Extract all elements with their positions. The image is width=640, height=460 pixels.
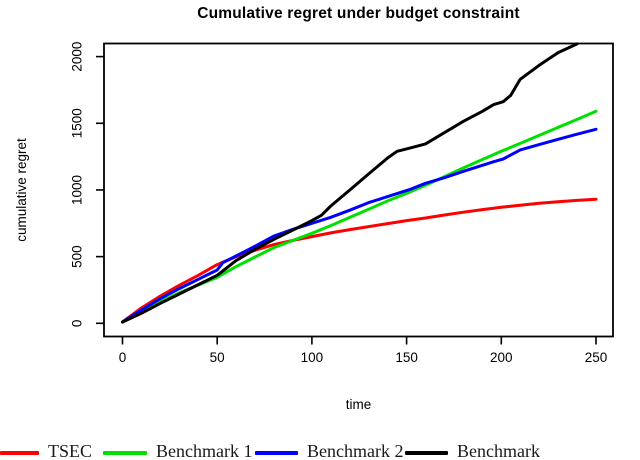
legend: TSEC Benchmark 1 Benchmark 2 Benchmark [0,435,640,460]
y-tick-label-0: 0 [70,320,85,328]
x-tick-label-250: 250 [585,350,608,365]
series-line-benchmark-2 [121,127,598,324]
y-tick-label-500: 500 [70,245,85,268]
legend-label-tsec: TSEC [48,441,93,460]
x-tick-label-0: 0 [119,350,127,365]
legend-label-benchmark-1: Benchmark 1 [156,441,253,460]
legend-swatch-benchmark-1 [103,451,147,455]
series-line-benchmark [121,42,579,324]
chart-title: Cumulative regret under budget constrain… [197,5,520,22]
y-tick-label-1000: 1000 [70,175,85,205]
legend-swatch-benchmark [405,451,448,455]
legend-swatch-benchmark-2 [255,451,298,455]
series-line-tsec [121,197,598,324]
legend-label-benchmark-2: Benchmark 2 [307,441,404,460]
legend-label-benchmark: Benchmark [457,441,540,460]
x-tick-label-100: 100 [301,350,324,365]
y-axis-title: cumulative regret [14,138,29,242]
series-line-benchmark-1 [121,109,598,324]
legend-swatch-tsec [0,451,39,455]
x-tick-label-50: 50 [210,350,225,365]
x-tick-label-150: 150 [395,350,418,365]
x-axis-title: time [345,397,372,412]
x-tick-label-200: 200 [490,350,513,365]
y-tick-label-2000: 2000 [70,42,85,72]
y-tick-label-1500: 1500 [70,108,85,138]
